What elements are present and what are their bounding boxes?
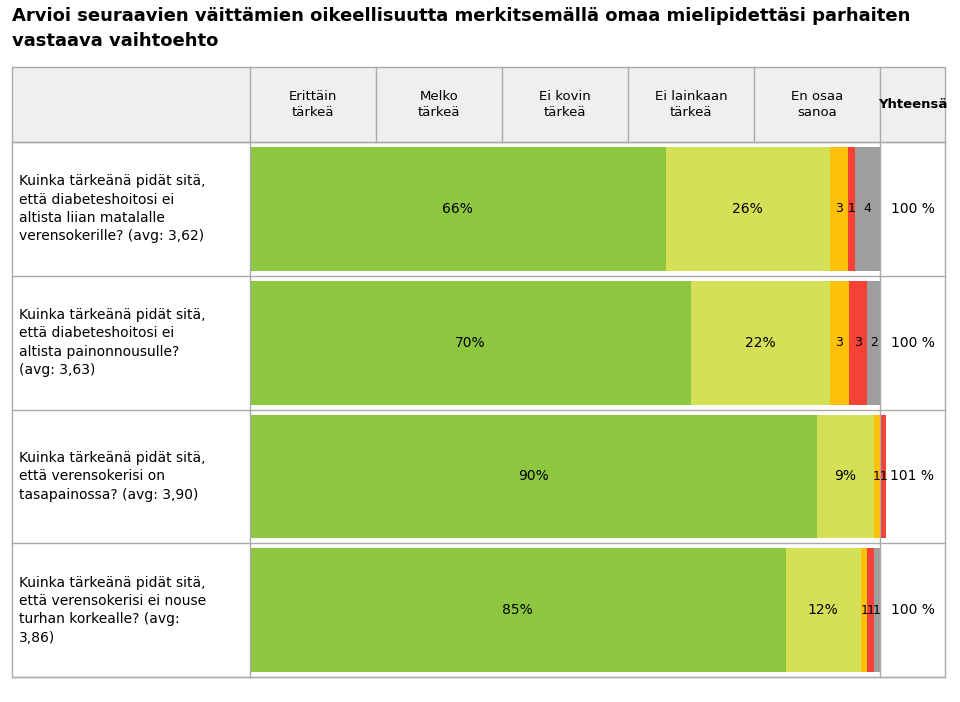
- Bar: [250, 281, 691, 404]
- Text: 85%: 85%: [502, 603, 533, 617]
- Text: Ei lainkaan
tärkeä: Ei lainkaan tärkeä: [655, 90, 728, 119]
- Bar: [12, 67, 945, 677]
- Text: Kuinka tärkeänä pidät sitä,
että verensokerisi ei nouse
turhan korkealle? (avg:
: Kuinka tärkeänä pidät sitä, että verenso…: [19, 576, 206, 644]
- Text: 90%: 90%: [518, 470, 549, 484]
- Text: 1: 1: [848, 202, 855, 216]
- Bar: [874, 414, 880, 538]
- Text: 9%: 9%: [834, 470, 856, 484]
- Bar: [829, 281, 849, 404]
- Bar: [849, 147, 854, 271]
- Text: 1: 1: [879, 470, 887, 483]
- Text: En osaa
sanoa: En osaa sanoa: [791, 90, 843, 119]
- Text: 1: 1: [873, 470, 880, 483]
- Text: 100 %: 100 %: [891, 336, 934, 350]
- Bar: [250, 147, 666, 271]
- Bar: [880, 414, 886, 538]
- Bar: [250, 414, 817, 538]
- Bar: [12, 142, 945, 276]
- Text: Kuinka tärkeänä pidät sitä,
että diabeteshoitosi ei
altista liian matalalle
vere: Kuinka tärkeänä pidät sitä, että diabete…: [19, 174, 205, 244]
- Bar: [12, 67, 945, 142]
- Text: Kuinka tärkeänä pidät sitä,
että verensokerisi on
tasapainossa? (avg: 3,90): Kuinka tärkeänä pidät sitä, että verenso…: [19, 451, 205, 502]
- Text: 12%: 12%: [808, 603, 839, 617]
- Bar: [12, 543, 945, 677]
- Text: Yhteensä: Yhteensä: [877, 98, 948, 111]
- Text: Melko
tärkeä: Melko tärkeä: [418, 90, 460, 119]
- Bar: [12, 276, 945, 409]
- Text: 70%: 70%: [455, 336, 486, 350]
- Text: 1: 1: [873, 604, 880, 616]
- Text: 1: 1: [860, 604, 868, 616]
- Text: Erittäin
tärkeä: Erittäin tärkeä: [289, 90, 337, 119]
- Text: 22%: 22%: [745, 336, 776, 350]
- Text: 3: 3: [854, 336, 862, 349]
- Text: 1: 1: [867, 604, 875, 616]
- Bar: [666, 147, 829, 271]
- Bar: [854, 147, 880, 271]
- Text: 3: 3: [835, 202, 843, 216]
- Bar: [785, 548, 861, 672]
- Bar: [874, 548, 880, 672]
- Bar: [829, 147, 849, 271]
- Bar: [868, 281, 880, 404]
- Bar: [691, 281, 829, 404]
- Bar: [849, 281, 868, 404]
- Text: 2: 2: [870, 336, 877, 349]
- Text: Arvioi seuraavien väittämien oikeellisuutta merkitsemällä omaa mielipidettäsi pa: Arvioi seuraavien väittämien oikeellisuu…: [12, 7, 910, 50]
- Text: Ei kovin
tärkeä: Ei kovin tärkeä: [540, 90, 590, 119]
- Bar: [817, 414, 874, 538]
- Bar: [868, 548, 874, 672]
- Text: 26%: 26%: [732, 202, 763, 216]
- Text: 4: 4: [863, 202, 872, 216]
- Text: 66%: 66%: [443, 202, 473, 216]
- Bar: [250, 548, 785, 672]
- Text: 100 %: 100 %: [891, 202, 934, 216]
- Text: 100 %: 100 %: [891, 603, 934, 617]
- Bar: [12, 409, 945, 543]
- Text: 101 %: 101 %: [891, 470, 934, 484]
- Bar: [861, 548, 868, 672]
- Text: 3: 3: [835, 336, 843, 349]
- Text: Kuinka tärkeänä pidät sitä,
että diabeteshoitosi ei
altista painonnousulle?
(avg: Kuinka tärkeänä pidät sitä, että diabete…: [19, 308, 205, 377]
